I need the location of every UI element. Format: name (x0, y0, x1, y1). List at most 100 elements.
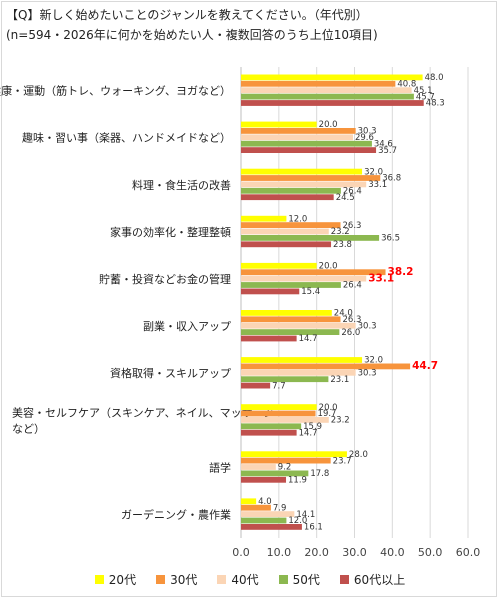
bar (241, 181, 367, 188)
bar (241, 524, 302, 530)
bar (241, 235, 380, 241)
legend-label: 50代 (292, 572, 320, 587)
bar (241, 168, 363, 175)
bar (241, 282, 341, 288)
data-label: 26.0 (341, 328, 360, 338)
bar (241, 175, 381, 181)
bar (241, 476, 287, 483)
legend-swatch (278, 574, 288, 584)
bar (241, 423, 302, 430)
data-label: 24.5 (336, 193, 355, 203)
data-label: 33.1 (368, 180, 387, 190)
bar (241, 517, 287, 524)
x-tick-label: 0.0 (232, 546, 250, 559)
legend-item: 30代 (156, 571, 197, 588)
data-label: 12.0 (288, 214, 307, 224)
category-label: 副業・収入アップ (143, 320, 231, 333)
data-label: 7.9 (273, 503, 287, 513)
bar (241, 382, 271, 389)
data-label: 26.4 (343, 281, 362, 291)
data-label: 19.7 (318, 409, 337, 419)
legend-label: 40代 (231, 572, 259, 587)
data-label: 15.9 (303, 422, 322, 432)
data-label: 23.8 (333, 240, 352, 250)
data-label: 7.7 (272, 381, 286, 391)
category-label: 趣味・習い事（楽器、ハンドメイドなど） (22, 131, 231, 145)
bar (241, 121, 317, 128)
data-label: 35.7 (378, 146, 397, 156)
data-label: 30.3 (358, 369, 377, 379)
bar (241, 194, 334, 201)
category-label: 貯蓄・投資などお金の管理 (99, 272, 231, 286)
bar (241, 511, 295, 517)
category-label: 語学 (209, 460, 231, 474)
legend-label: 20代 (108, 572, 137, 587)
bar (241, 128, 356, 134)
data-label: 32.0 (364, 167, 383, 177)
legend-swatch (217, 574, 227, 584)
data-label: 14.7 (299, 428, 318, 438)
bar (241, 451, 347, 458)
bar (241, 357, 363, 363)
bar (241, 215, 287, 222)
bar (241, 457, 331, 464)
x-tick-label: 20.0 (304, 546, 329, 559)
category-label: 料理・食生活の改善 (132, 178, 231, 192)
data-label: 14.7 (299, 334, 318, 344)
bar (241, 470, 309, 477)
data-label: 12.0 (288, 516, 307, 526)
data-label: 11.9 (288, 476, 307, 486)
data-label: 40.8 (397, 80, 416, 90)
bar (241, 498, 257, 505)
data-label: 45.7 (416, 92, 435, 102)
data-label: 24.0 (334, 309, 353, 319)
bar (241, 429, 297, 436)
category-label: 資格取得・スキルアップ (110, 366, 231, 380)
legend-label: 30代 (170, 572, 198, 587)
bar (241, 322, 356, 329)
bar (241, 187, 341, 194)
data-label: 15.4 (301, 287, 320, 297)
bar (241, 310, 332, 316)
data-label: 23.7 (333, 456, 352, 466)
data-label: 23.1 (330, 375, 349, 385)
bar (241, 363, 411, 370)
category-label: 美容・セルフケア（スキンケア、ネイル、マッサージ (12, 405, 274, 419)
data-label: 14.1 (296, 510, 315, 520)
chart-title: 【Q】新しく始めたいことのジャンルを教えてください。（年代別） (6, 8, 368, 22)
bar (241, 404, 317, 410)
bar (241, 316, 341, 323)
data-label: 26.3 (343, 221, 362, 231)
data-label: 20.0 (319, 262, 338, 272)
legend-item: 20代 (94, 571, 137, 588)
category-label: 家事の効率化・整理整頓 (110, 225, 231, 239)
legend-item: 60代以上 (339, 571, 406, 588)
bar (241, 417, 329, 423)
data-label: 9.2 (278, 463, 292, 473)
bar (241, 241, 332, 248)
bar (241, 410, 316, 417)
data-label: 17.8 (310, 469, 329, 479)
data-label: 38.2 (388, 266, 414, 278)
data-label: 48.0 (425, 73, 444, 83)
x-tick-label: 40.0 (380, 546, 405, 559)
data-label: 28.0 (349, 450, 368, 460)
legend-swatch (94, 574, 104, 584)
data-label: 20.0 (319, 120, 338, 130)
data-label: 34.6 (374, 139, 393, 149)
data-label: 26.3 (343, 315, 362, 325)
category-label: など） (12, 422, 45, 435)
data-label: 30.3 (358, 127, 377, 137)
bar (241, 140, 372, 147)
chart-legend: 20代 30代 40代 50代 60代以上 (0, 568, 500, 590)
legend-label: 60代以上 (353, 572, 406, 587)
bar (241, 275, 367, 282)
bar (241, 147, 377, 153)
data-label: 16.1 (304, 523, 323, 533)
bar (241, 228, 329, 235)
bar (241, 376, 329, 383)
category-label: ガーデニング・農作業 (121, 507, 231, 521)
bar (241, 369, 356, 376)
